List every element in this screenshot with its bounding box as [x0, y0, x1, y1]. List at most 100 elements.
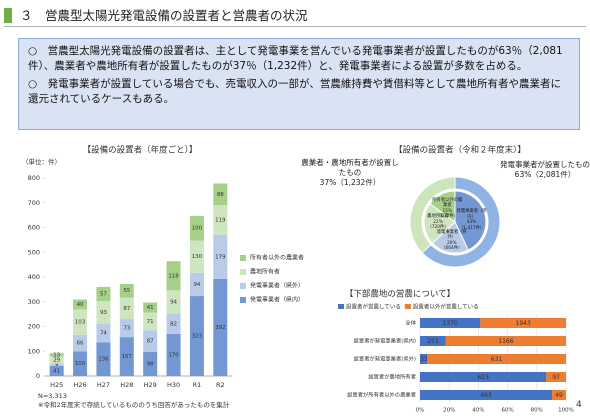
- data-label: 623: [477, 374, 489, 381]
- data-label: 49: [555, 392, 563, 399]
- pie-slice: [423, 203, 456, 244]
- pie-slice: [409, 176, 456, 254]
- outer-label-value: 63%: [514, 170, 532, 179]
- inner-label-value: 43%: [466, 220, 477, 226]
- bar-segment: [49, 356, 64, 364]
- bar-segment: [49, 353, 64, 357]
- bar-segment: [166, 261, 181, 291]
- bar-segment: [119, 337, 134, 376]
- inner-label-count: （664件）: [441, 246, 463, 252]
- unit-label: （単位：件）: [22, 157, 61, 166]
- data-label: 66: [77, 341, 84, 347]
- bar-segment: [96, 301, 111, 325]
- summary-text: ○ 営農型太陽光発電設備の設置者は、主として発電事業を営んでいる発電事業者が設置…: [28, 45, 563, 72]
- y-tick-label: 500: [28, 248, 40, 256]
- inner-label: 所有者以外の農業者 15% （512件）: [431, 198, 463, 220]
- y-tick-label: 700: [28, 199, 40, 207]
- bar-segment: [119, 297, 134, 320]
- data-label: 9: [55, 362, 59, 368]
- data-label: 41: [53, 368, 60, 374]
- data-label: 323: [192, 334, 203, 340]
- inner-label-value: 20%: [447, 240, 457, 246]
- x-tick-label: 80%: [531, 408, 543, 414]
- x-tick-label: H28: [120, 381, 133, 389]
- title-mark: [4, 8, 12, 23]
- inner-label-name: 発電事業者（県内）: [456, 209, 487, 220]
- inner-label: 農地所有者 22% （720件）: [422, 214, 454, 231]
- slide-title: ３ 営農型太陽光発電設備の設置者と営農者の状況: [4, 5, 586, 27]
- bar-segment: [445, 336, 566, 346]
- bar-segment: [166, 290, 181, 314]
- chart-title: 【下部農地の営農について】: [345, 289, 455, 300]
- data-label: 93: [100, 310, 107, 316]
- x-tick-label: 20%: [443, 408, 455, 414]
- data-label: 463: [480, 392, 492, 399]
- inner-label-count: （1,417件）: [458, 225, 485, 231]
- data-label: 100: [75, 361, 86, 367]
- data-label: 103: [75, 320, 86, 326]
- note: N=3,313: [38, 392, 67, 400]
- x-tick-label: 60%: [501, 408, 513, 414]
- bar-segment: [189, 215, 204, 241]
- data-label: 40: [77, 302, 84, 308]
- x-tick-label: 0%: [416, 408, 425, 414]
- data-label: 87: [123, 306, 130, 312]
- bar-segment: [480, 318, 566, 328]
- data-label: 73: [123, 326, 130, 332]
- bar-segment: [189, 240, 204, 273]
- bar-segment: [96, 286, 111, 302]
- legend-swatch: [240, 255, 246, 261]
- x-tick-label: 100%: [558, 408, 574, 414]
- inner-label-name: 所有者以外の農業者: [432, 197, 463, 209]
- data-label: 82: [170, 321, 177, 327]
- data-label: 251: [427, 338, 439, 345]
- bar-segment: [49, 363, 64, 366]
- bar-segment: [420, 372, 547, 382]
- inner-label-name: 発電事業者（県外）: [436, 229, 467, 241]
- data-label: 631: [491, 356, 503, 363]
- y-tick-label: 設置者が所有者以外の農業者: [347, 391, 416, 399]
- bar-segment: [552, 390, 566, 400]
- inner-label: 発電事業者（県外） 20% （664件）: [436, 230, 468, 252]
- data-label: 94: [193, 282, 200, 288]
- bar-segment: [73, 299, 88, 310]
- y-tick-label: 設置者が農地所有者: [368, 373, 416, 381]
- legend-swatch: [240, 297, 246, 303]
- data-label: 392: [215, 325, 226, 331]
- legend-label: 設置者以外が営農している: [413, 303, 479, 311]
- y-tick-label: 300: [28, 298, 40, 306]
- chart-title: 【設備の設置者（令和２年度末）】: [394, 145, 526, 156]
- x-tick-label: H29: [144, 381, 157, 389]
- inner-label-value: 15%: [442, 208, 453, 214]
- y-tick-label: 200: [28, 323, 40, 331]
- outer-label-count: （1,232件）: [336, 178, 381, 187]
- y-tick-label: 設置者が発電事業者(県内): [354, 337, 416, 345]
- data-label: 98: [147, 361, 154, 367]
- data-label: 33: [420, 356, 428, 363]
- legend-swatch: [338, 304, 344, 309]
- bar-segment: [420, 336, 446, 346]
- x-tick-label: H26: [73, 381, 86, 389]
- page-number: 4: [576, 400, 582, 410]
- legend-label: 設置者が営農している: [346, 303, 401, 311]
- bar-segment: [420, 354, 428, 364]
- bar-segment: [213, 234, 228, 279]
- outer-label-value: 37%: [319, 178, 337, 187]
- legend-label: 所有者以外の農業者: [250, 254, 304, 262]
- bar-segment: [96, 342, 111, 376]
- y-tick-label: 0: [36, 372, 40, 380]
- y-tick-label: 800: [28, 174, 40, 182]
- outer-label: 発電事業者が設置したもの 63%（2,081件）: [500, 160, 590, 180]
- bar-segment: [420, 390, 553, 400]
- data-label: 57: [100, 291, 107, 297]
- data-label: 1943: [516, 320, 531, 327]
- bar-segment: [166, 333, 181, 376]
- data-label: 71: [147, 319, 154, 325]
- x-tick-label: R1: [193, 381, 202, 389]
- bar-segment: [143, 302, 158, 313]
- bar-segment: [73, 351, 88, 376]
- bar-segment: [49, 365, 64, 376]
- data-label: 170: [168, 352, 179, 358]
